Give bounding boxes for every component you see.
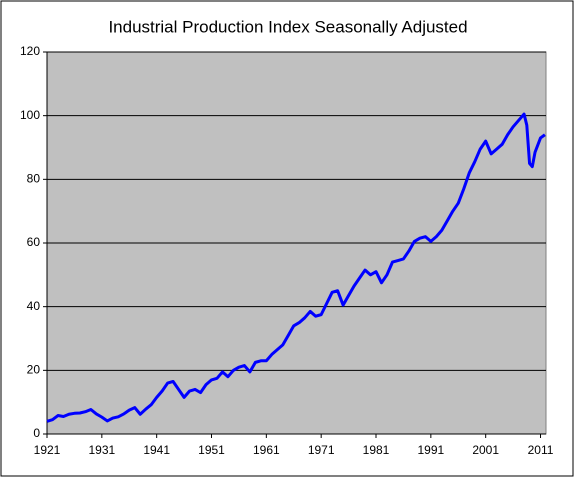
- y-tick-label: 120: [20, 44, 40, 58]
- x-tick-label: 1971: [308, 443, 335, 457]
- y-tick-label: 100: [20, 108, 40, 122]
- y-tick-label: 80: [27, 172, 41, 186]
- x-tick-label: 2001: [472, 443, 499, 457]
- y-tick-label: 0: [33, 426, 40, 440]
- x-tick-label: 1931: [88, 443, 115, 457]
- y-tick-label: 40: [27, 299, 41, 313]
- x-tick-label: 1991: [417, 443, 444, 457]
- data-line: [46, 112, 546, 423]
- x-tick-label: 1961: [253, 443, 280, 457]
- y-tick-label: 60: [27, 235, 41, 249]
- y-tick-label: 20: [27, 363, 41, 377]
- x-tick-label: 1981: [363, 443, 390, 457]
- x-tick-label: 1951: [198, 443, 225, 457]
- x-tick-label: 1921: [34, 443, 61, 457]
- chart-title: Industrial Production Index Seasonally A…: [108, 17, 467, 36]
- x-tick-label: 1941: [143, 443, 170, 457]
- x-tick-label: 2011: [528, 443, 554, 457]
